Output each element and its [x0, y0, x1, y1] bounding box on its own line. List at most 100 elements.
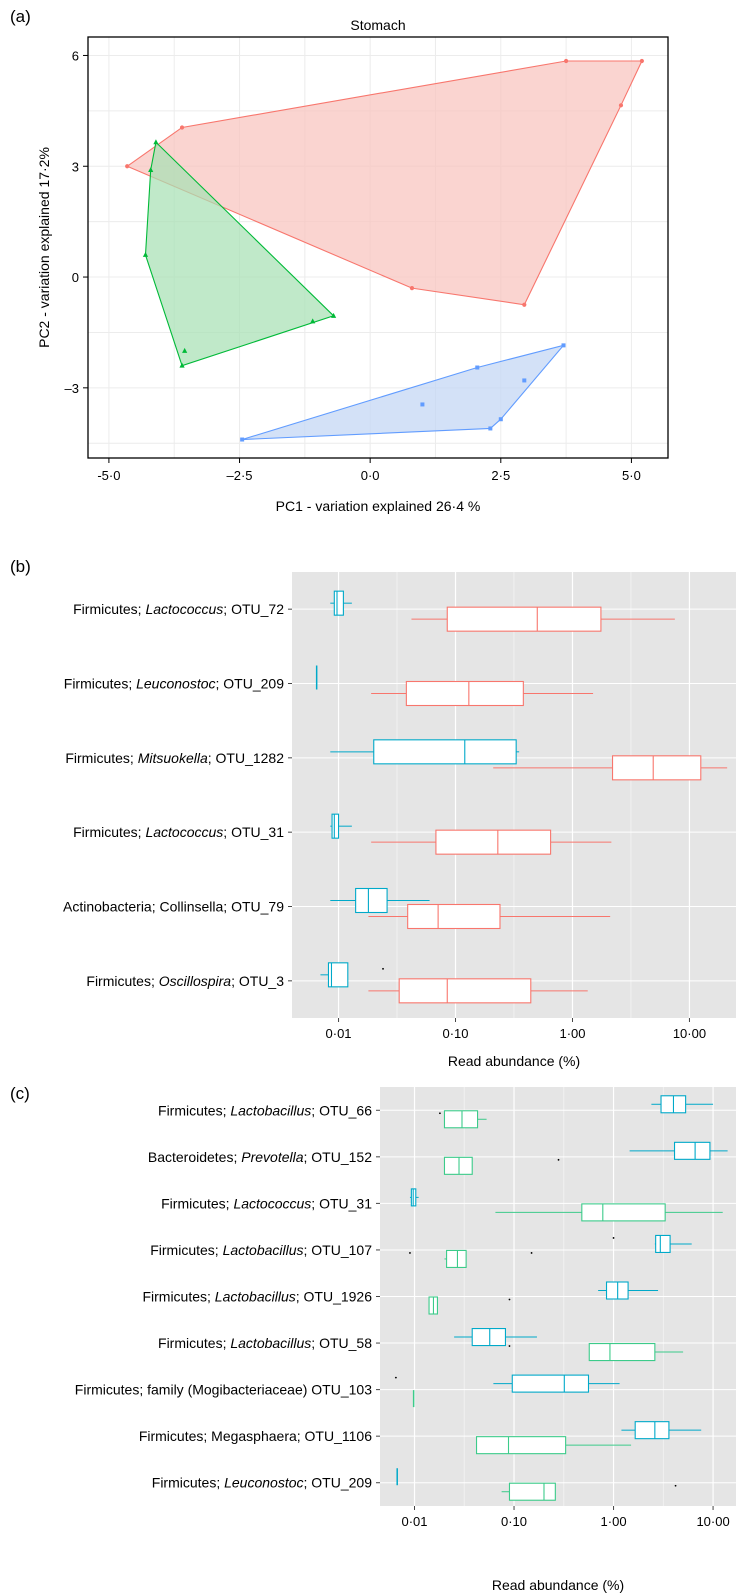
y-tick-label-a: 3 — [72, 159, 79, 174]
box-c-2 — [495, 1203, 723, 1222]
category-label-c: Firmicutes; family (Mogibacteriaceae) OT… — [75, 1382, 372, 1398]
box-body — [443, 1110, 479, 1129]
x-axis-label-c: Read abundance (%) — [492, 1577, 624, 1593]
box-c-1 — [612, 1234, 692, 1253]
category-label-b: Actinobacteria; Collinsella; OTU_79 — [63, 899, 284, 915]
box-body — [443, 1156, 473, 1175]
box-body — [634, 1421, 670, 1440]
y-tick-label-a: –3 — [65, 381, 79, 396]
category-label-part: Firmicutes; — [152, 1475, 224, 1491]
point-group-2 — [142, 251, 149, 257]
point-group-3 — [240, 437, 245, 442]
panel-label-b: (b) — [10, 557, 31, 576]
box-b-2 — [493, 755, 728, 781]
box-b-1 — [330, 887, 430, 914]
outlier-point — [612, 1237, 615, 1239]
outlier-point — [530, 1252, 533, 1254]
box-body — [405, 680, 524, 707]
box-b-1 — [330, 739, 520, 765]
category-label-part: Mitsuokella — [138, 750, 208, 766]
hull-group-2 — [144, 141, 335, 367]
box-b-2 — [371, 680, 594, 707]
x-axis-label-b: Read abundance (%) — [448, 1053, 580, 1069]
category-label-part: ; OTU_3 — [231, 973, 284, 989]
point-group-2 — [153, 139, 159, 145]
category-label-part: Firmicutes; — [64, 676, 136, 692]
category-label-part: ; OTU_1282 — [208, 750, 284, 766]
y-tick-label-a: 6 — [72, 48, 79, 63]
category-label-c: Firmicutes; Lactobacillus; OTU_66 — [158, 1102, 372, 1118]
category-label-c: Firmicutes; Lactococcus; OTU_31 — [161, 1195, 372, 1211]
point-group-3 — [522, 378, 527, 383]
box-body — [581, 1203, 666, 1222]
box-c-2 — [475, 1436, 632, 1455]
x-tick-label-c: 1·00 — [601, 1514, 627, 1529]
outlier-point — [394, 1376, 397, 1379]
category-label-part: Firmicutes; — [65, 750, 137, 766]
category-label-c: Firmicutes; Lactobacillus; OTU_107 — [150, 1242, 372, 1258]
point-group-1 — [179, 125, 185, 130]
x-axis-label-a: PC1 - variation explained 26·4 % — [276, 498, 481, 514]
x-tick-label-c: 0·01 — [401, 1514, 427, 1529]
category-label-part: ; OTU_72 — [223, 601, 284, 617]
category-label-b: Firmicutes; Leuconostoc; OTU_209 — [64, 676, 284, 692]
category-label-part: Firmicutes; — [142, 1289, 214, 1305]
category-label-part: Firmicutes; — [73, 601, 145, 617]
y-tick-label-a: 0 — [72, 270, 79, 285]
box-b-1 — [320, 962, 384, 988]
category-label-part: Firmicutes; — [150, 1242, 222, 1258]
panel-label-c: (c) — [10, 1084, 30, 1103]
category-label-part: ; OTU_31 — [311, 1195, 372, 1211]
outlier-point — [674, 1484, 677, 1487]
point-group-1 — [639, 58, 644, 64]
x-tick-label-c: 0·10 — [501, 1514, 527, 1529]
box-body — [475, 1436, 567, 1455]
point-group-2 — [310, 318, 316, 324]
category-label-c: Firmicutes; Lactobacillus; OTU_1926 — [142, 1289, 372, 1305]
hull-group-3 — [241, 344, 566, 441]
point-group-1 — [125, 164, 130, 169]
category-label-part: Bacteroidetes; — [148, 1149, 241, 1165]
category-label-part: Firmicutes; Megasphaera; OTU_1106 — [139, 1428, 372, 1444]
category-label-part: Firmicutes; — [158, 1102, 230, 1118]
box-b-2 — [411, 606, 675, 632]
category-label-part: Firmicutes; — [73, 824, 145, 840]
category-label-part: Firmicutes; — [86, 973, 158, 989]
y-axis-label-a: PC2 - variation explained 17·2% — [36, 147, 52, 348]
outlier-point — [439, 1112, 441, 1115]
outlier-point — [409, 1252, 411, 1254]
box-b-2 — [368, 978, 588, 1004]
panel-a: (a) Stomach -5·0 –2·5 0·0 2·5 5·0 6 3 0 –3 PC1 - va… — [10, 7, 669, 514]
point-group-1 — [409, 286, 415, 291]
x-tick-label-a: 5·0 — [622, 468, 641, 483]
category-label-part: Lactococcus — [145, 601, 223, 617]
point-group-1 — [564, 58, 569, 64]
box-c-2 — [501, 1482, 677, 1501]
box-c-1 — [651, 1095, 714, 1114]
category-label-part: Prevotella — [241, 1149, 303, 1165]
panel-b: (b) Firmicutes; Lactococcus; OTU_72 Firmic… — [10, 557, 736, 1069]
panel-label-a: (a) — [10, 7, 31, 26]
box-body — [471, 1328, 507, 1347]
outlier-point — [508, 1345, 511, 1347]
x-tick-label-b: 1·00 — [559, 1026, 585, 1041]
box-body — [407, 903, 501, 930]
x-tick-label-b: 10·00 — [673, 1026, 706, 1041]
box-body — [611, 755, 702, 781]
box-body — [398, 978, 532, 1004]
x-tick-label-a: -5·0 — [97, 468, 120, 483]
box-body — [673, 1141, 711, 1160]
box-body — [373, 739, 517, 765]
category-label-b: Firmicutes; Lactococcus; OTU_31 — [73, 824, 284, 840]
box-body — [511, 1374, 590, 1393]
box-body — [331, 813, 340, 839]
x-tick-label-a: 0·0 — [361, 468, 380, 483]
x-tick-label-a: –2·5 — [227, 468, 253, 483]
category-label-part: Firmicutes; — [161, 1195, 233, 1211]
category-label-part: ; OTU_209 — [216, 676, 285, 692]
category-label-part: Oscillospira — [159, 973, 232, 989]
point-group-3 — [498, 417, 503, 422]
category-label-part: ; OTU_58 — [311, 1335, 372, 1351]
category-label-part: ; OTU_1926 — [296, 1289, 372, 1305]
